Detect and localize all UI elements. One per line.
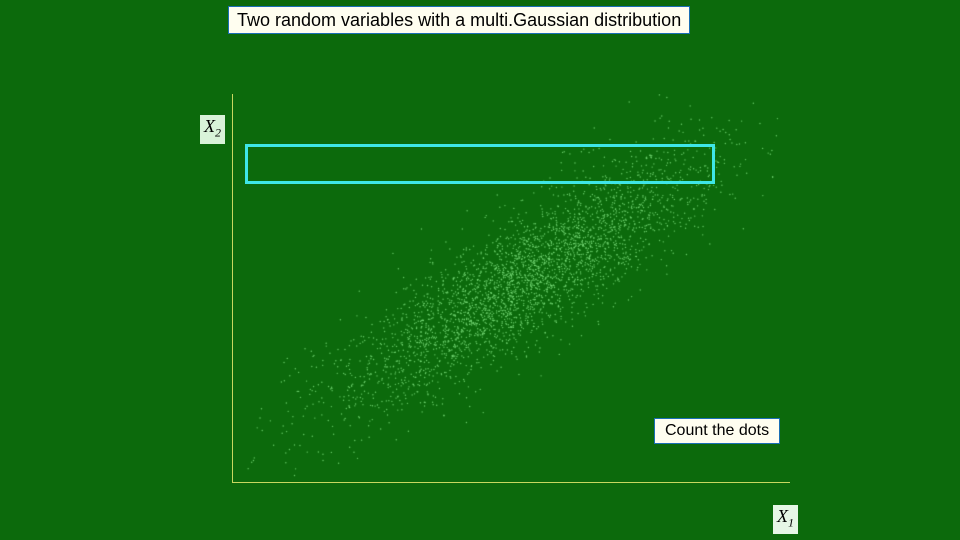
x-axis-line bbox=[232, 482, 790, 483]
count-caption: Count the dots bbox=[654, 418, 780, 444]
y-axis-sub: 2 bbox=[215, 126, 221, 140]
slide-stage: Two random variables with a multi.Gaussi… bbox=[0, 0, 960, 540]
x-axis-sub: 1 bbox=[788, 516, 794, 530]
x-axis-var: X bbox=[777, 506, 788, 526]
y-axis-var: X bbox=[204, 116, 215, 136]
highlight-rectangle bbox=[245, 144, 715, 184]
slide-title: Two random variables with a multi.Gaussi… bbox=[228, 6, 690, 34]
x-axis-label: X1 bbox=[773, 505, 798, 534]
y-axis-label: X2 bbox=[200, 115, 225, 144]
